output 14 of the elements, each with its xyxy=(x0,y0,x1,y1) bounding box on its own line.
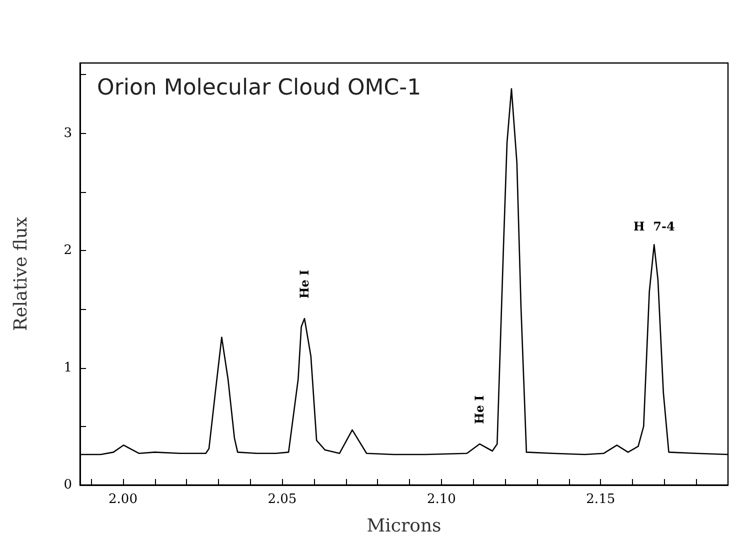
y-tick-label: 3 xyxy=(64,126,72,141)
annotation: He I xyxy=(472,394,487,424)
x-tick-label: 2.10 xyxy=(426,492,456,507)
annotation: H 7-4 xyxy=(633,220,675,234)
text: Orion Molecular Cloud OMC-1 xyxy=(97,76,422,100)
y-axis-title: Relative flux xyxy=(10,217,32,331)
y-tick-label: 2 xyxy=(64,243,72,258)
annotation: He I xyxy=(297,269,312,299)
x-axis-title: Microns xyxy=(366,516,442,536)
x-tick-label: 2.05 xyxy=(268,492,297,507)
x-tick-label: 2.00 xyxy=(108,492,138,507)
y-tick-label: 1 xyxy=(64,360,72,376)
x-tick-label: 2.15 xyxy=(586,492,616,507)
y-tick-label: 0 xyxy=(64,478,72,492)
